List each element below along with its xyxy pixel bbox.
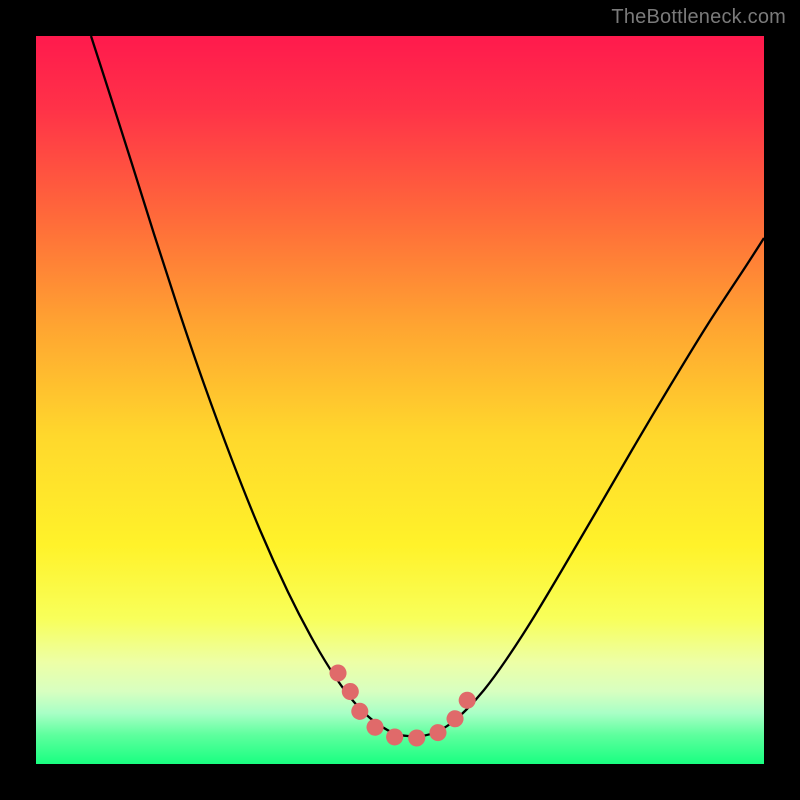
plot-area xyxy=(36,36,764,764)
curve-layer xyxy=(36,36,764,764)
main-curve xyxy=(91,36,764,736)
watermark-text: TheBottleneck.com xyxy=(611,6,786,29)
highlight-curve xyxy=(338,673,479,738)
chart-container: TheBottleneck.com xyxy=(0,0,800,800)
